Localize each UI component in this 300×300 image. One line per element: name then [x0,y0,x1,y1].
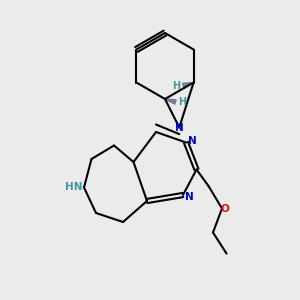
Text: H: H [172,80,181,91]
Text: N: N [188,136,197,146]
Polygon shape [182,82,194,88]
Text: H: H [178,97,186,107]
Text: HN: HN [65,182,82,193]
Polygon shape [165,99,176,104]
Text: N: N [175,122,184,133]
Text: N: N [185,191,194,202]
Text: O: O [220,203,230,214]
